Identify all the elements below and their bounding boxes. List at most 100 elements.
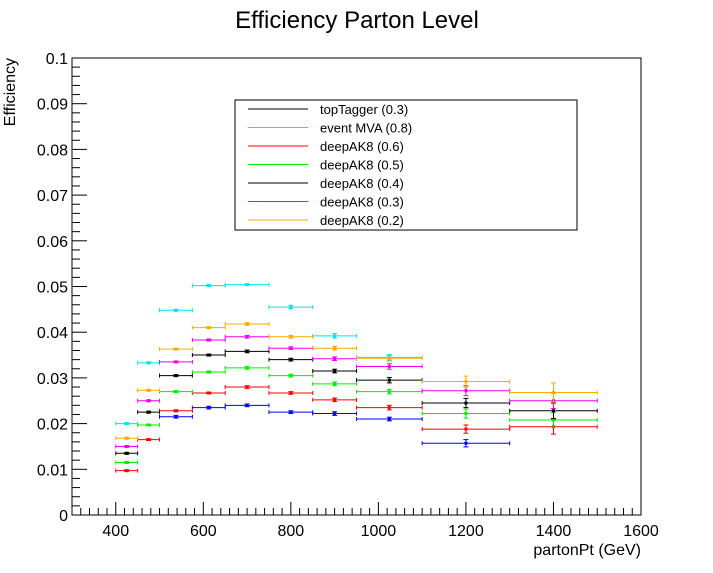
y-tick-label: 0.05 xyxy=(37,280,68,297)
point-marker xyxy=(147,399,151,403)
point-marker xyxy=(207,284,211,288)
data-point xyxy=(509,382,598,403)
point-marker xyxy=(245,335,249,339)
point-marker xyxy=(245,283,249,287)
point-marker xyxy=(207,370,211,374)
point-marker xyxy=(333,346,337,350)
data-point xyxy=(191,390,226,395)
point-marker xyxy=(245,403,249,407)
x-tick-labels: 400 600 800 1000 1200 1400 1600 xyxy=(102,523,658,540)
point-marker xyxy=(289,346,293,350)
point-marker xyxy=(551,418,555,422)
data-point xyxy=(115,444,139,449)
y-tick-label: 0.03 xyxy=(37,371,68,388)
point-marker xyxy=(207,338,211,342)
data-points xyxy=(115,282,598,473)
point-marker xyxy=(174,415,178,419)
point-marker xyxy=(147,423,151,427)
data-point xyxy=(356,355,423,362)
data-point xyxy=(191,353,226,358)
data-point xyxy=(312,381,357,387)
data-point xyxy=(268,357,314,362)
series-0 xyxy=(159,403,511,448)
point-marker xyxy=(174,409,178,413)
point-marker xyxy=(174,360,178,364)
series-6 xyxy=(115,321,598,441)
x-tick-label: 1400 xyxy=(536,523,572,540)
legend-label: deepAK8 (0.2) xyxy=(320,213,404,228)
point-marker xyxy=(289,305,293,309)
x-tick-label: 800 xyxy=(277,523,304,540)
data-point xyxy=(137,422,161,427)
data-point xyxy=(137,398,161,403)
point-marker xyxy=(387,378,391,382)
data-point xyxy=(191,325,226,330)
series-3 xyxy=(115,365,598,465)
point-marker xyxy=(147,410,151,414)
point-marker xyxy=(207,326,211,330)
data-point xyxy=(137,410,161,415)
y-tick-label: 0.07 xyxy=(37,188,68,205)
point-marker xyxy=(387,364,391,368)
data-point xyxy=(312,397,357,403)
point-marker xyxy=(333,334,337,338)
legend-label: deepAK8 (0.3) xyxy=(320,195,404,210)
data-point xyxy=(312,411,357,416)
y-tick-label: 0.09 xyxy=(37,97,68,114)
data-point xyxy=(224,349,270,354)
y-tick-labels: 0 0.01 0.02 0.03 0.04 0.05 0.06 0.07 0.08 0.09 0.1 xyxy=(37,51,68,525)
legend-entry: topTagger (0.3) xyxy=(248,102,408,117)
point-marker xyxy=(147,361,151,365)
data-point xyxy=(421,424,511,434)
point-marker xyxy=(125,451,129,455)
point-marker xyxy=(245,349,249,353)
point-marker xyxy=(289,335,293,339)
point-marker xyxy=(125,422,129,426)
legend: topTagger (0.3) event MVA (0.8) deepAK8 (0… xyxy=(234,99,578,231)
axis-ticks xyxy=(71,57,642,516)
data-point xyxy=(268,334,314,339)
point-marker xyxy=(387,390,391,394)
x-tick-label: 1000 xyxy=(361,523,397,540)
point-marker xyxy=(125,460,129,464)
data-point xyxy=(421,408,511,419)
data-point xyxy=(268,346,314,351)
y-tick-label: 0.02 xyxy=(37,417,68,434)
legend-entry: event MVA (0.8) xyxy=(248,121,412,136)
data-point xyxy=(159,347,193,352)
point-marker xyxy=(387,417,391,421)
point-marker xyxy=(464,380,468,384)
point-marker xyxy=(174,308,178,312)
legend-entry: deepAK8 (0.4) xyxy=(248,176,404,191)
point-marker xyxy=(464,401,468,405)
chart-title: Efficiency Parton Level xyxy=(235,7,479,34)
data-point xyxy=(356,416,423,422)
data-point xyxy=(312,368,357,374)
point-marker xyxy=(174,347,178,351)
data-point xyxy=(115,460,139,465)
y-tick-label: 0 xyxy=(59,508,68,525)
data-point xyxy=(312,356,357,362)
data-point xyxy=(224,282,270,287)
point-marker xyxy=(333,382,337,386)
legend-entry: deepAK8 (0.5) xyxy=(248,158,404,173)
point-marker xyxy=(207,406,211,410)
point-marker xyxy=(147,438,151,442)
point-marker xyxy=(333,369,337,373)
legend-entry: deepAK8 (0.6) xyxy=(248,139,404,154)
point-marker xyxy=(207,391,211,395)
legend-entry: deepAK8 (0.2) xyxy=(248,213,404,228)
data-point xyxy=(159,308,193,313)
x-tick-label: 1200 xyxy=(448,523,484,540)
data-point xyxy=(159,414,193,419)
data-point xyxy=(356,404,423,411)
y-tick-label: 0.1 xyxy=(46,51,68,68)
data-point xyxy=(224,334,270,339)
data-point xyxy=(115,436,139,441)
data-point xyxy=(137,388,161,393)
data-point xyxy=(159,389,193,394)
point-marker xyxy=(464,389,468,393)
data-point xyxy=(191,283,226,288)
point-marker xyxy=(289,374,293,378)
